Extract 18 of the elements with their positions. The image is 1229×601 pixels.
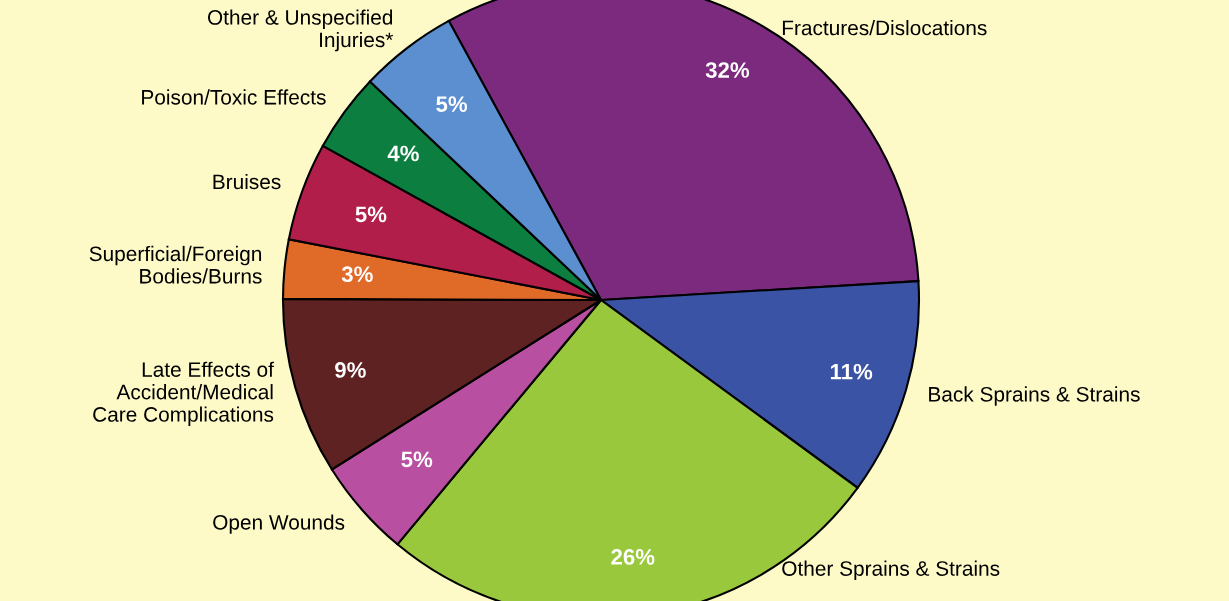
data-label: 5%: [401, 451, 433, 468]
slice-label: Other & Unspecified Injuries*: [207, 9, 394, 52]
slice-label: Late Effects of Accident/Medical Care Complications: [93, 361, 274, 426]
slice-label: Bruises: [213, 173, 281, 190]
data-label: 4%: [387, 145, 419, 162]
data-label: 3%: [341, 266, 373, 283]
data-label: 5%: [436, 96, 468, 112]
slice-label: Other Sprains & Strains: [782, 560, 1000, 581]
data-label: 32%: [705, 62, 750, 78]
slice-label: Open Wounds: [213, 514, 345, 534]
slice-label: Superficial/Foreign Bodies/Burns: [89, 245, 262, 284]
data-label: 26%: [611, 549, 655, 565]
slice-label: Back Sprains & Strains: [929, 386, 1140, 406]
slice-label: Poison/Toxic Effects: [142, 89, 326, 105]
data-label: 11%: [830, 363, 873, 380]
data-label: 5%: [355, 206, 387, 223]
slice-label: Fractures/Dislocations: [782, 19, 987, 36]
data-label: 9%: [335, 362, 366, 378]
